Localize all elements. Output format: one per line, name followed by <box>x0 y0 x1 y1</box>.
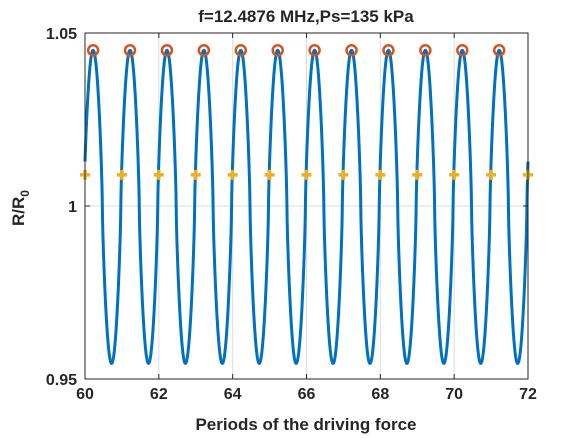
max-marker <box>123 44 137 57</box>
y-tick-label: 1 <box>68 199 77 216</box>
y-tick-label: 0.95 <box>46 372 77 389</box>
crossing-marker <box>153 169 164 180</box>
y-axis-label-main: R/R <box>9 197 28 226</box>
max-marker <box>308 44 321 57</box>
crossing-marker <box>412 169 423 180</box>
ticks: 60 62 64 66 68 70 72 0.95 1 1.05 <box>46 26 537 403</box>
max-marker <box>197 44 211 57</box>
crossing-marker <box>449 169 460 180</box>
y-tick-label: 1.05 <box>46 26 77 43</box>
max-marker <box>271 44 284 57</box>
max-marker <box>456 44 469 57</box>
y-axis-label: R/R0 <box>9 190 32 226</box>
crossing-marker <box>190 169 201 180</box>
x-tick-label: 72 <box>519 386 537 403</box>
chart-title: f=12.4876 MHz,Ps=135 kPa <box>198 7 414 26</box>
max-marker <box>234 44 248 57</box>
x-tick-label: 68 <box>371 386 389 403</box>
x-tick-label: 66 <box>298 386 316 403</box>
x-tick-label: 62 <box>150 386 168 403</box>
x-axis-label: Periods of the driving force <box>195 415 416 434</box>
max-marker <box>160 44 174 57</box>
crossing-marker <box>227 169 238 180</box>
x-tick-label: 64 <box>224 386 242 403</box>
plot-area <box>80 44 533 365</box>
crossing-marker <box>338 169 349 180</box>
max-marker <box>382 44 395 57</box>
crossing-marker <box>116 169 127 180</box>
max-marker <box>419 44 432 57</box>
x-tick-label: 70 <box>445 386 463 403</box>
max-marker <box>492 44 506 57</box>
max-marker <box>86 44 100 57</box>
crossing-marker <box>375 169 386 180</box>
series-line <box>83 48 530 365</box>
y-axis-label-subscript: 0 <box>18 190 32 197</box>
crossing-marker <box>264 169 275 180</box>
max-marker <box>345 44 358 57</box>
crossing-marker <box>486 169 497 180</box>
crossing-marker <box>301 169 312 180</box>
x-tick-label: 60 <box>76 386 94 403</box>
